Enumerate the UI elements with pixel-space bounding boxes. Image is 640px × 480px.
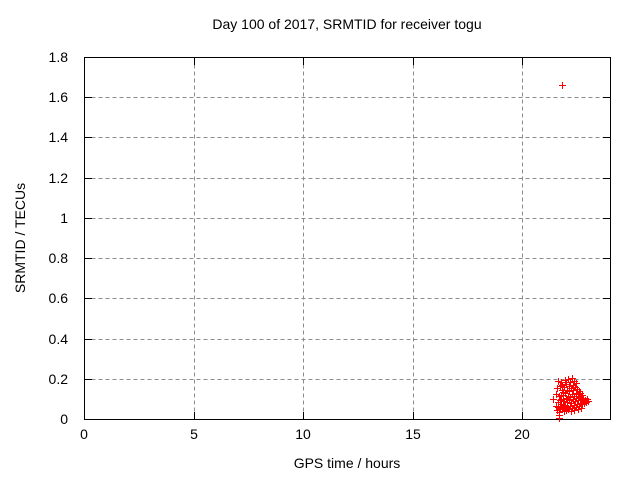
y-axis-label: SRMTID / TECUs <box>12 182 28 294</box>
grid-lines <box>84 57 610 419</box>
y-tick-label: 1.4 <box>48 129 68 145</box>
x-tick-label: 0 <box>80 426 88 442</box>
y-tick-label: 0.8 <box>48 250 68 266</box>
y-tick-label: 1.6 <box>48 89 68 105</box>
y-tick-label: 0 <box>60 411 68 427</box>
x-tick-label: 5 <box>190 426 198 442</box>
y-tick-label: 1.2 <box>48 170 68 186</box>
y-tick-label: 0.4 <box>48 331 68 347</box>
plot-border <box>84 57 611 420</box>
x-tick-label: 20 <box>514 426 530 442</box>
data-points-SRMTID <box>550 82 592 422</box>
y-tick-label: 1.8 <box>48 49 68 65</box>
y-tick-label: 0.2 <box>48 371 68 387</box>
x-tick-label: 10 <box>295 426 311 442</box>
axis-ticks <box>84 57 610 420</box>
x-axis-label: GPS time / hours <box>293 455 401 471</box>
chart-title: Day 100 of 2017, SRMTID for receiver tog… <box>212 16 482 32</box>
x-tick-label: 15 <box>405 426 421 442</box>
y-tick-label: 1 <box>60 210 68 226</box>
y-tick-label: 0.6 <box>48 290 68 306</box>
